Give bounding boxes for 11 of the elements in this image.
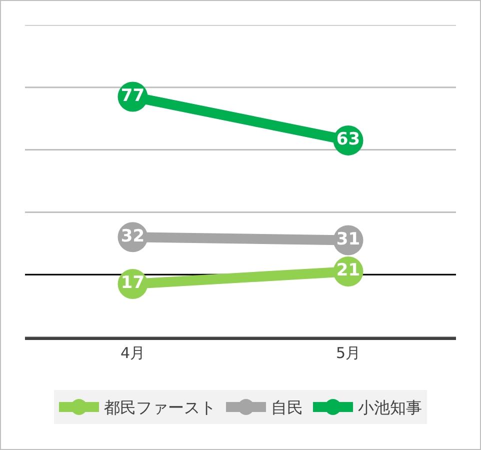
data-label: 63: [336, 130, 360, 150]
data-label: 31: [336, 230, 360, 250]
data-label: 17: [120, 273, 145, 294]
x-tick-label: 5月: [336, 344, 361, 362]
data-label: 32: [120, 226, 145, 246]
legend-label: 自民: [271, 398, 303, 418]
x-tick-label: 4月: [120, 344, 146, 362]
legend-label: 都民ファースト: [104, 398, 216, 418]
legend-label: 小池知事: [358, 398, 422, 418]
data-label: 77: [120, 86, 145, 106]
data-label: 21: [336, 260, 360, 281]
